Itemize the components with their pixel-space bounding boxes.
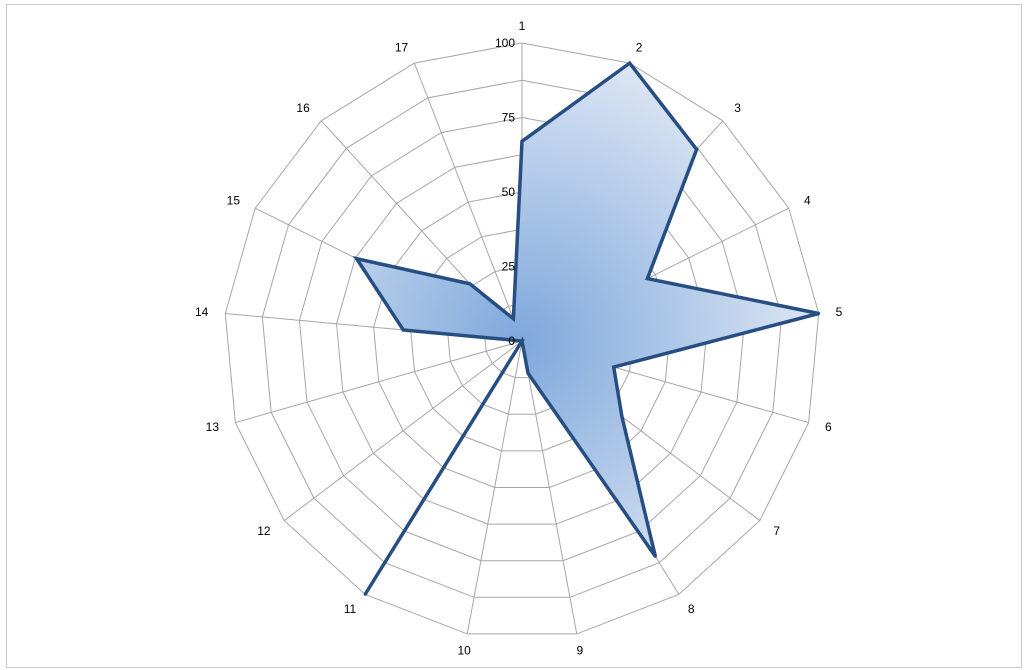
grid-spoke (283, 340, 523, 521)
category-label: 12 (257, 524, 271, 538)
radial-tick-label: 0 (508, 334, 515, 348)
radial-tick-label: 100 (495, 36, 515, 50)
data-point (695, 147, 699, 151)
data-point (628, 61, 632, 65)
data-point (363, 592, 367, 596)
data-point (401, 328, 405, 332)
data-point (468, 282, 472, 286)
grid-ring (336, 154, 708, 525)
data-point (653, 554, 657, 558)
category-label: 2 (636, 40, 643, 54)
category-label: 4 (804, 194, 811, 208)
data-point (645, 277, 649, 281)
category-label: 17 (395, 40, 409, 54)
data-point (612, 365, 616, 369)
series-area (352, 60, 820, 596)
grid-ring (261, 79, 783, 598)
data-point (355, 257, 359, 261)
data-point (520, 339, 524, 343)
data-point (511, 317, 515, 321)
data-point (817, 312, 821, 316)
category-label: 9 (577, 644, 584, 658)
category-label: 15 (227, 194, 241, 208)
data-point (620, 414, 624, 418)
category-label: 1 (519, 19, 526, 33)
grid-ring (224, 42, 820, 635)
category-label: 3 (734, 101, 741, 115)
grid-spoke (521, 340, 578, 635)
category-label: 11 (344, 602, 357, 616)
grid-spoke (235, 340, 523, 424)
category-label: 5 (836, 305, 843, 319)
category-label: 6 (825, 420, 832, 434)
radial-tick-label: 75 (502, 111, 516, 125)
data-point (520, 139, 524, 143)
category-label: 7 (773, 524, 780, 538)
category-label: 13 (206, 420, 220, 434)
category-label: 8 (688, 602, 695, 616)
grid-ring (298, 116, 746, 562)
radial-tick-label: 50 (502, 185, 516, 199)
grid-spoke (413, 62, 523, 342)
category-label: 14 (195, 305, 209, 319)
grid-spoke (466, 340, 523, 635)
category-label: 16 (296, 101, 310, 115)
category-label: 10 (457, 644, 471, 658)
radial-tick-label: 25 (502, 260, 516, 274)
data-point (526, 371, 530, 375)
